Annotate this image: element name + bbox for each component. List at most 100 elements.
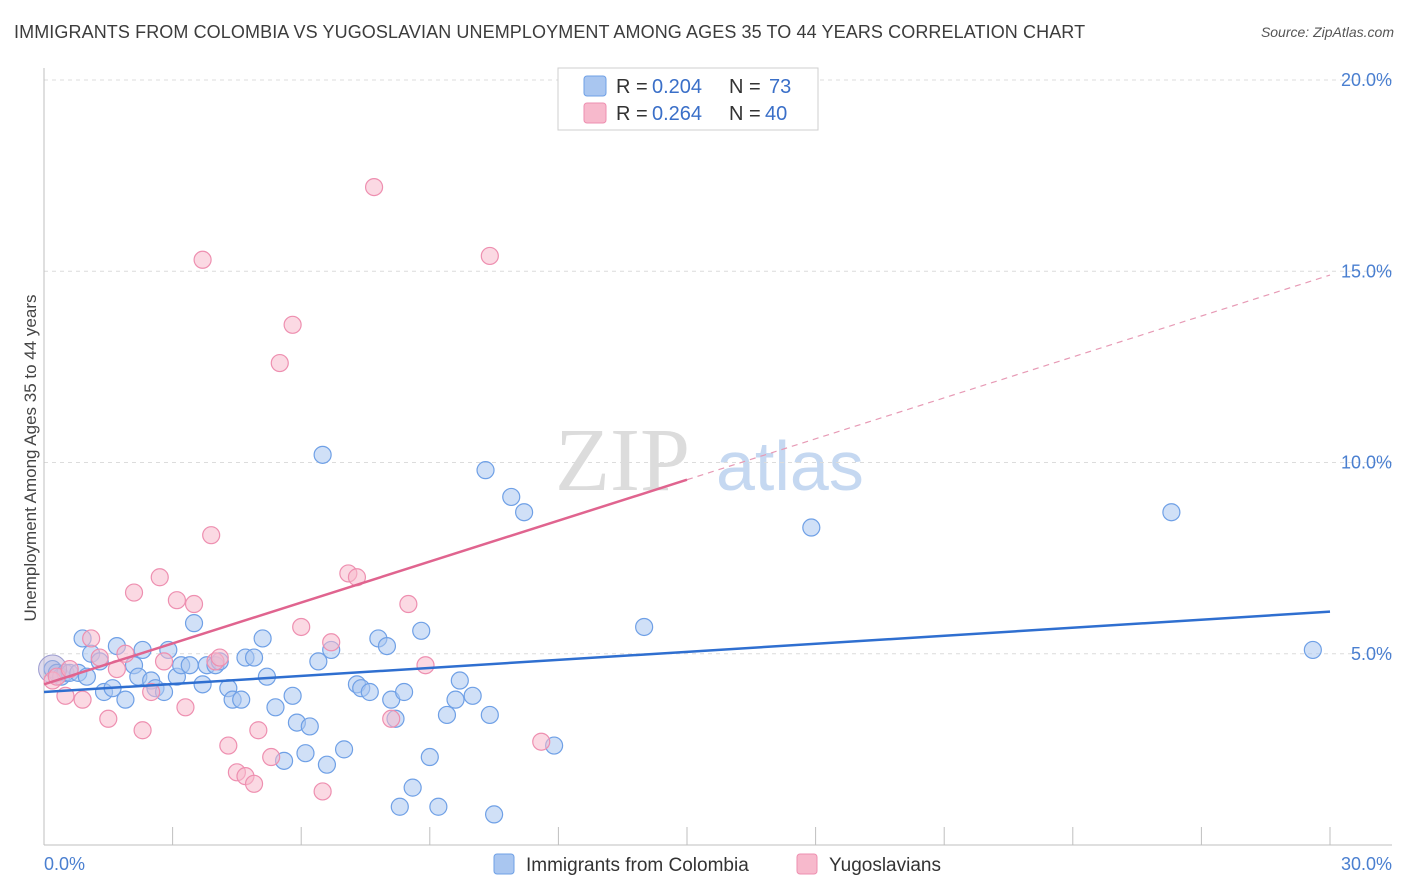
- yugoslavian-point: [532, 732, 551, 751]
- legend-n-value-yugoslavians: 40: [765, 103, 787, 125]
- colombia-point: [283, 686, 302, 705]
- yugoslavian-point: [202, 526, 221, 545]
- colombia-point: [193, 675, 212, 694]
- trend-lines: [43, 274, 1331, 694]
- chart-title: IMMIGRANTS FROM COLOMBIA VS YUGOSLAVIAN …: [14, 22, 1086, 42]
- yugoslavian-point: [480, 246, 499, 266]
- legend-swatch-colombia: [583, 75, 607, 97]
- colombia-point: [300, 717, 319, 736]
- legend-r-label-1: R =: [616, 76, 648, 98]
- colombia-point: [309, 652, 328, 671]
- colombia-point: [635, 617, 654, 637]
- yugoslavian-point: [399, 594, 418, 614]
- colombia-point: [802, 518, 821, 537]
- yugoslavian-point: [322, 633, 341, 652]
- colombia-point: [180, 656, 199, 675]
- yugoslavian-point: [210, 648, 229, 667]
- bottom-legend-swatch-yugoslavians: [796, 853, 818, 875]
- colombia-point: [390, 797, 409, 816]
- bottom-legend-label-colombia: Immigrants from Colombia: [526, 855, 749, 876]
- colombia-point: [450, 671, 469, 690]
- x-tick-label-max: 30.0%: [1341, 854, 1392, 874]
- colombia-point: [253, 629, 272, 648]
- colombia-point: [515, 503, 534, 522]
- colombia-point: [485, 805, 504, 824]
- colombia-point: [463, 686, 482, 705]
- bottom-legend: Immigrants from Colombia Yugoslavians: [493, 853, 941, 876]
- legend-swatch-yugoslavians: [583, 102, 607, 124]
- yugoslavian-point: [416, 656, 435, 675]
- colombia-point: [429, 797, 448, 816]
- colombia-point: [480, 705, 499, 725]
- colombia-point: [1303, 640, 1322, 660]
- y-tick-labels: 5.0% 10.0% 15.0% 20.0%: [1341, 70, 1392, 664]
- source-credit: Source: ZipAtlas.com: [1260, 24, 1394, 40]
- colombia-point: [360, 682, 379, 702]
- colombia-point: [296, 744, 315, 763]
- gridlines: [44, 79, 1392, 655]
- yugoslavian-point: [154, 652, 174, 671]
- trend-line-colombia: [43, 610, 1331, 694]
- colombia-point: [377, 636, 397, 656]
- legend: R = 0.204 N = 73 R = 0.264 N = 40: [557, 67, 819, 131]
- y-axis-title: Unemployment Among Ages 35 to 44 years: [21, 295, 40, 622]
- colombia-point: [403, 778, 422, 797]
- yugoslavian-point: [382, 709, 401, 728]
- yugoslavian-point: [313, 782, 332, 801]
- yugoslavian-point: [249, 721, 268, 740]
- watermark-atlas: atlas: [716, 427, 864, 505]
- legend-r-label-2: R =: [616, 103, 648, 125]
- x-tick-label-min: 0.0%: [44, 854, 85, 874]
- colombia-point: [266, 698, 285, 717]
- yugoslavian-point: [133, 721, 152, 740]
- colombia-point: [116, 690, 135, 709]
- yugoslavian-point: [262, 747, 281, 767]
- bottom-legend-label-yugoslavians: Yugoslavians: [829, 855, 941, 876]
- colombia-point: [184, 614, 204, 633]
- yugoslavian-point: [219, 736, 238, 755]
- yugoslavian-point: [283, 315, 302, 334]
- colombia-point: [446, 690, 465, 709]
- bottom-legend-swatch-colombia: [493, 853, 515, 875]
- legend-r-value-colombia: 0.204: [652, 76, 702, 98]
- y-tick-label: 10.0%: [1341, 453, 1392, 473]
- y-tick-label: 5.0%: [1351, 644, 1392, 664]
- colombia-point: [244, 648, 264, 667]
- x-ticks: [43, 827, 1331, 845]
- yugoslavian-point: [142, 682, 161, 702]
- legend-r-value-yugoslavians: 0.264: [652, 103, 702, 125]
- legend-n-label-1: N =: [729, 76, 761, 98]
- yugoslavian-point: [364, 178, 384, 197]
- yugoslavian-point: [184, 594, 204, 614]
- yugoslavian-point: [124, 583, 144, 602]
- colombia-point: [437, 705, 457, 725]
- watermark: ZIP atlas: [555, 411, 864, 510]
- colombia-point: [502, 487, 521, 507]
- colombia-point: [412, 621, 431, 640]
- yugoslavian-point: [99, 709, 118, 728]
- yugoslavian-point: [167, 591, 186, 610]
- yugoslavian-point: [73, 690, 92, 709]
- colombia-point: [334, 740, 354, 759]
- yugoslavian-point: [270, 353, 289, 373]
- yugoslavian-point: [244, 774, 264, 793]
- trend-line-yugoslavians: [43, 478, 688, 686]
- colombia-point: [1162, 503, 1181, 522]
- yugoslavian-point: [292, 617, 311, 637]
- yugoslavian-point: [193, 250, 212, 269]
- watermark-zip: ZIP: [555, 411, 690, 510]
- yugoslavian-point: [60, 659, 79, 679]
- y-tick-label: 20.0%: [1341, 70, 1392, 90]
- colombia-point: [317, 755, 337, 774]
- legend-n-value-colombia: 73: [769, 76, 791, 98]
- yugoslavian-point: [82, 629, 101, 648]
- colombia-point: [313, 445, 332, 464]
- y-tick-label: 15.0%: [1341, 261, 1392, 281]
- legend-n-label-2: N =: [729, 103, 761, 125]
- trend-line-yugoslavians-extension: [686, 274, 1331, 481]
- colombia-point: [476, 461, 495, 480]
- yugoslavian-point: [150, 568, 169, 587]
- colombia-point: [420, 747, 439, 767]
- colombia-point: [232, 690, 251, 709]
